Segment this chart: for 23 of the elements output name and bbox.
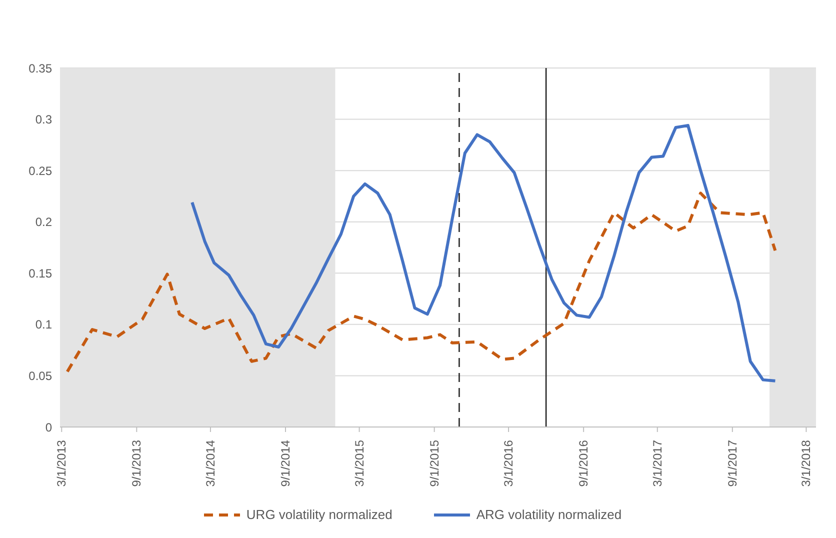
legend-label: ARG volatility normalized xyxy=(476,507,622,522)
x-tick-label: 9/1/2016 xyxy=(576,440,591,487)
x-tick-label: 3/1/2016 xyxy=(502,440,516,487)
x-tick-label: 3/1/2017 xyxy=(650,440,664,487)
x-tick-label: 3/1/2015 xyxy=(352,440,366,487)
x-tick-label: 3/1/2014 xyxy=(203,440,218,487)
line-series xyxy=(66,192,777,374)
y-tick-label: 0.3 xyxy=(35,112,52,127)
y-tick-label: 0.15 xyxy=(28,266,52,280)
line-series xyxy=(190,124,777,382)
x-tick-label: 9/1/2015 xyxy=(427,440,442,487)
x-tick-label: 3/1/2013 xyxy=(54,440,69,487)
y-tick-label: 0.35 xyxy=(28,61,52,76)
legend-label: URG volatility normalized xyxy=(246,507,392,522)
x-tick-label: 9/1/2014 xyxy=(278,440,292,487)
y-tick-label: 0.05 xyxy=(28,368,52,383)
y-tick-label: 0 xyxy=(45,420,52,434)
x-tick-label: 9/1/2017 xyxy=(725,440,740,487)
x-tick-label: 9/1/2013 xyxy=(130,440,144,487)
y-tick-label: 0.25 xyxy=(28,164,52,178)
y-tick-label: 0.1 xyxy=(35,318,52,332)
y-tick-label: 0.2 xyxy=(35,215,52,230)
x-tick-label: 3/1/2018 xyxy=(799,440,814,487)
